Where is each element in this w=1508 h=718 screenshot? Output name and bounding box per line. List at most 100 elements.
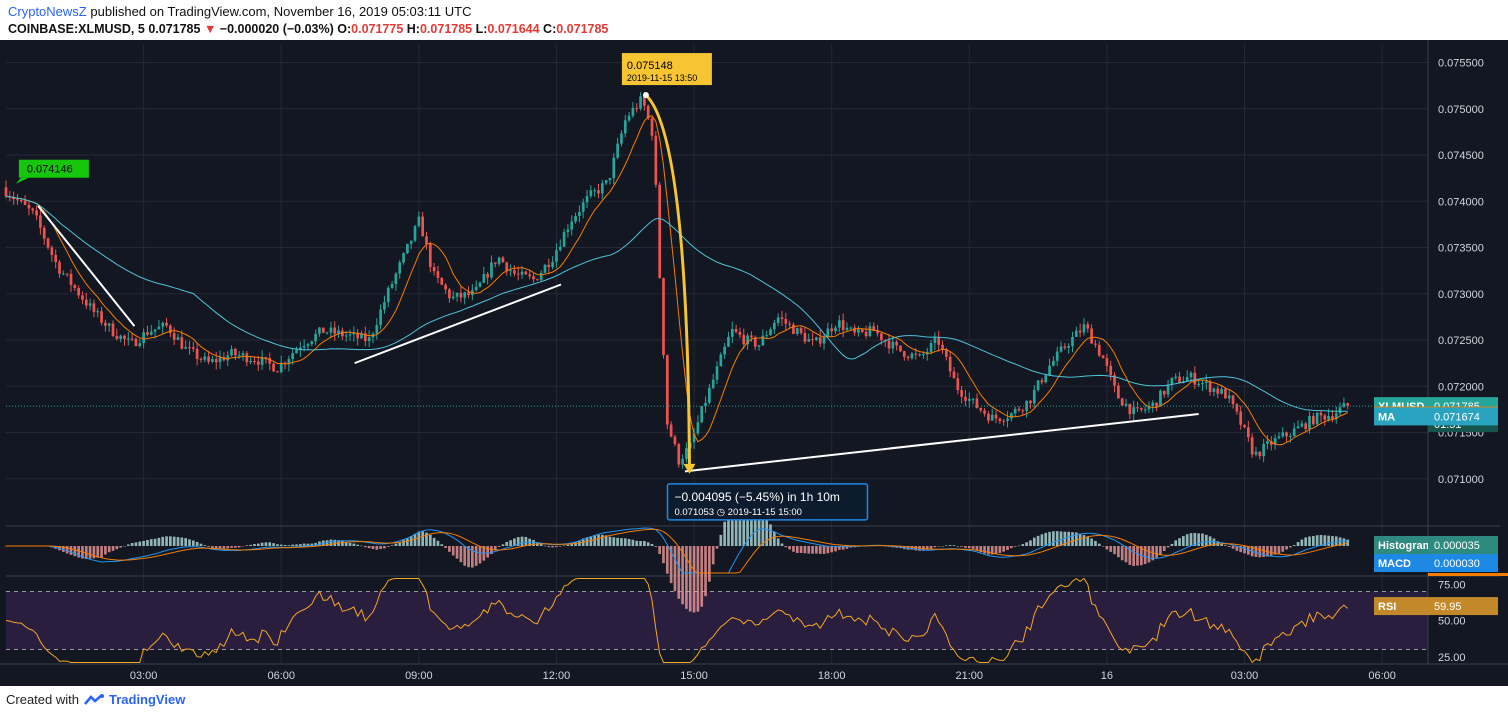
macd-histogram-bar	[1254, 546, 1258, 557]
macd-histogram-bar	[493, 546, 497, 551]
candle-body	[130, 338, 134, 340]
candle-body	[730, 328, 734, 337]
candle-body	[880, 333, 883, 341]
macd-histogram-bar	[344, 542, 348, 546]
candle-body	[830, 328, 834, 332]
candle-body	[1292, 428, 1296, 437]
macd-histogram-bar	[1262, 546, 1265, 557]
ma-slow-tag-name: MA	[1378, 411, 1395, 423]
macd-histogram-bar	[169, 536, 172, 546]
candle-body	[650, 118, 654, 136]
rsi-line	[5, 577, 1349, 664]
macd-histogram-bar	[841, 546, 845, 550]
macd-tag-name-box	[1374, 554, 1428, 572]
candle-body	[1013, 408, 1017, 414]
candle-body	[528, 274, 532, 277]
candle-body	[734, 328, 738, 332]
candle-body	[1258, 451, 1262, 457]
publisher-link[interactable]: CryptoNewsZ	[8, 4, 87, 19]
macd-histogram-bar	[1101, 546, 1105, 547]
candle-body	[188, 347, 191, 349]
candle-body	[1262, 443, 1265, 457]
candle-body	[195, 348, 199, 359]
candle-body	[165, 322, 168, 326]
macd-histogram-bar	[1197, 533, 1200, 546]
macd-histogram-bar	[417, 531, 421, 546]
candle-body	[811, 339, 814, 341]
candle-body	[1162, 390, 1166, 395]
candle-body	[639, 96, 642, 109]
macd-histogram-bar	[555, 546, 558, 548]
candle-body	[685, 448, 688, 459]
macd-histogram-bar	[84, 546, 88, 559]
macd-histogram-bar	[834, 546, 837, 552]
rsi-tick-label: 25.00	[1438, 652, 1466, 664]
macd-histogram-bar	[1017, 545, 1021, 547]
trendlines[interactable]	[6, 205, 1428, 473]
macd-histogram-bar	[1002, 546, 1006, 552]
candle-body	[184, 347, 187, 349]
candle-body	[799, 328, 803, 333]
macd-histogram-bar	[1132, 546, 1135, 567]
candle-body	[891, 341, 895, 349]
tradingview-brand[interactable]: TradingView	[108, 692, 186, 707]
candle-body	[815, 337, 818, 340]
candlesticks[interactable]	[4, 92, 1350, 469]
candle-body	[1101, 355, 1105, 359]
macd-histogram-bar	[1036, 535, 1040, 546]
candle-body	[669, 424, 673, 437]
macd-histogram-bar	[1032, 537, 1036, 546]
candle-body	[1010, 413, 1013, 419]
candle-body	[153, 329, 157, 332]
candle-body	[344, 335, 348, 337]
macd-histogram-bar	[279, 544, 283, 546]
candle-body	[1304, 423, 1308, 430]
macd-histogram-bar	[1277, 546, 1281, 554]
candle-body	[1032, 389, 1036, 404]
candle-body	[818, 337, 822, 344]
macd-histogram-bar	[1239, 546, 1243, 553]
candle-body	[750, 335, 753, 338]
macd-histogram-bar	[1281, 546, 1285, 552]
macd-histogram-bar	[830, 546, 834, 553]
candle-body	[107, 323, 111, 326]
macd-histogram-bar	[1315, 535, 1319, 546]
macd-histogram-bar	[448, 546, 451, 552]
macd-histogram-bar	[692, 546, 696, 613]
candle-body	[1315, 412, 1319, 425]
candle-body	[1055, 351, 1059, 361]
publish-line: CryptoNewsZ published on TradingView.com…	[8, 4, 471, 19]
macd-histogram-bar	[837, 546, 841, 550]
candle-body	[1185, 377, 1189, 382]
candle-body	[784, 318, 788, 324]
candle-body	[203, 356, 207, 360]
macd-histogram-bar	[1304, 537, 1308, 546]
candle-body	[455, 292, 459, 297]
candle-body	[967, 398, 971, 401]
candle-body	[146, 332, 149, 335]
candle-body	[50, 247, 54, 255]
macd-histogram-bar	[241, 546, 245, 547]
ma-slow-tag-name-box	[1374, 407, 1428, 426]
candle-body	[773, 322, 776, 330]
macd-histogram-bar	[811, 546, 814, 554]
macd-histogram-bar	[677, 546, 681, 599]
candle-body	[608, 178, 612, 181]
macd-histogram-bar	[1243, 546, 1246, 554]
macd-histogram-bar	[234, 546, 237, 548]
macd-histogram-bar	[77, 546, 80, 558]
candle-body	[918, 354, 921, 356]
candle-body	[994, 414, 998, 419]
macd-histogram-bar	[639, 541, 642, 546]
candle-body	[983, 410, 986, 414]
macd-histogram-bar	[967, 546, 971, 549]
candle-body	[42, 227, 46, 239]
macd-histogram-bar	[631, 539, 635, 546]
macd-histogram-bar	[1334, 536, 1338, 546]
macd-tag-value: 0.000030	[1434, 558, 1480, 570]
macd-histogram-bar	[505, 541, 509, 546]
price-tick-label: 0.071000	[1438, 474, 1484, 486]
candle-body	[230, 348, 233, 356]
